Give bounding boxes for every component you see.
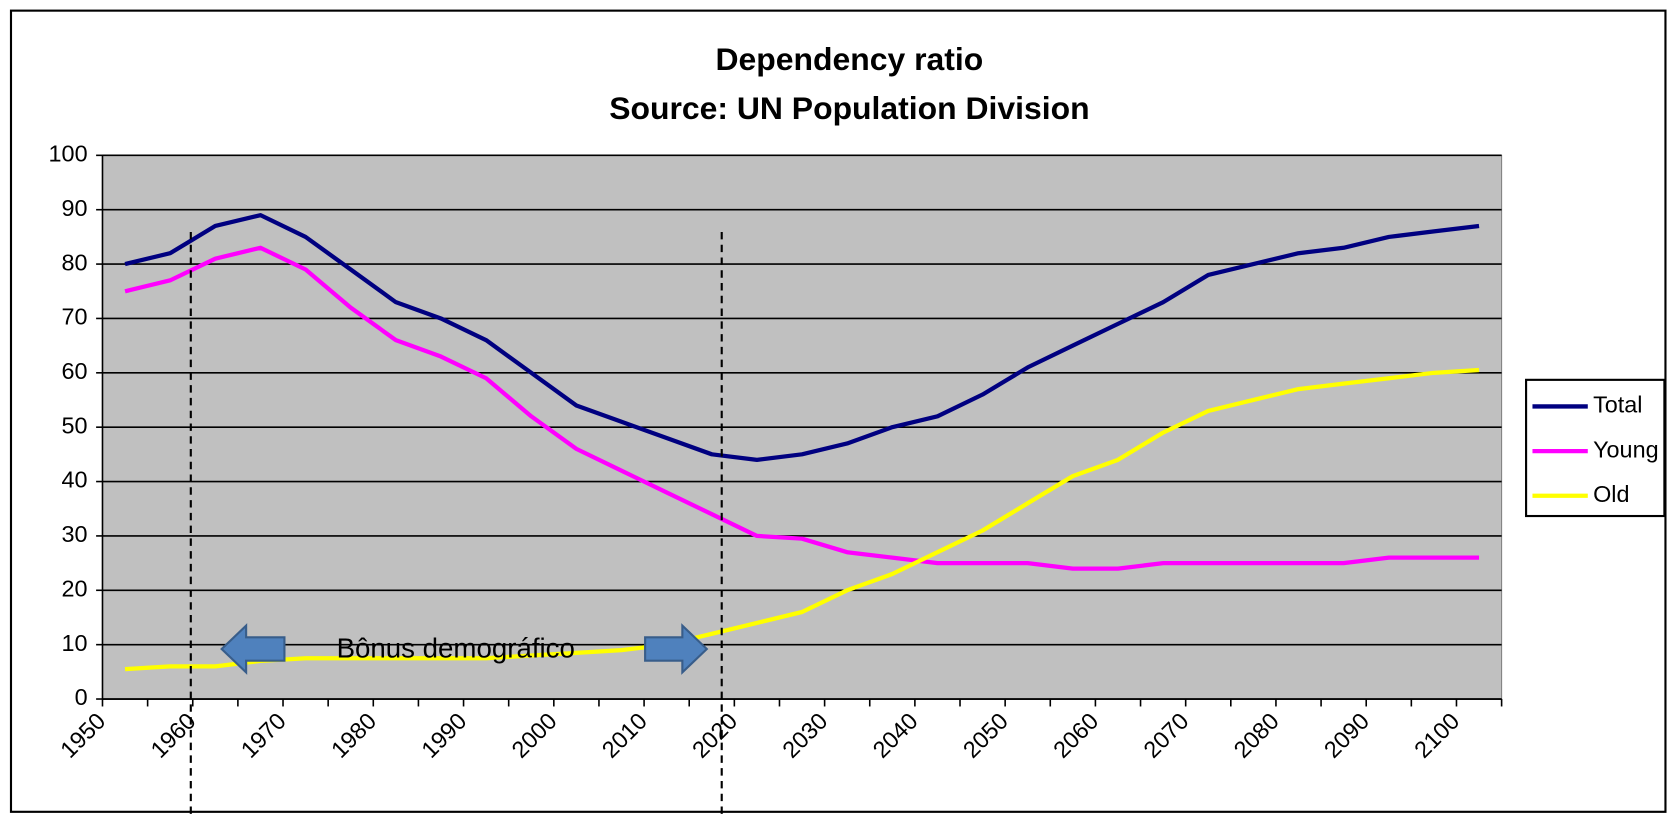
y-tick-label: 100: [49, 141, 88, 167]
y-tick-label: 60: [62, 358, 88, 384]
y-tick-label: 10: [62, 630, 88, 656]
y-tick-label: 50: [62, 412, 88, 438]
y-tick-label: 80: [62, 249, 88, 275]
lines: [124, 213, 1480, 672]
chart-subtitle: Source: UN Population Division: [609, 90, 1089, 126]
y-tick-label: 30: [62, 521, 88, 547]
legend-box: [1525, 378, 1666, 518]
legend-label: Young: [1593, 436, 1659, 462]
series-line: [124, 245, 1480, 571]
y-tick-label: 20: [62, 575, 88, 601]
y-tick-label: 40: [62, 467, 88, 493]
y-tick-label: 70: [62, 304, 88, 330]
series-line: [124, 213, 1480, 462]
legend-label: Old: [1593, 481, 1629, 507]
series-line: [124, 367, 1480, 672]
legend: Total Young Old: [1532, 392, 1659, 507]
annotation: Bônus demográfico: [337, 632, 575, 663]
y-tick-label: 90: [62, 195, 88, 221]
legend-label: Total: [1593, 392, 1642, 418]
arrow-right: [644, 623, 709, 675]
arrow-left: [220, 623, 286, 675]
chart-title: Dependency ratio: [716, 41, 984, 77]
y-tick-label: 0: [75, 684, 88, 710]
